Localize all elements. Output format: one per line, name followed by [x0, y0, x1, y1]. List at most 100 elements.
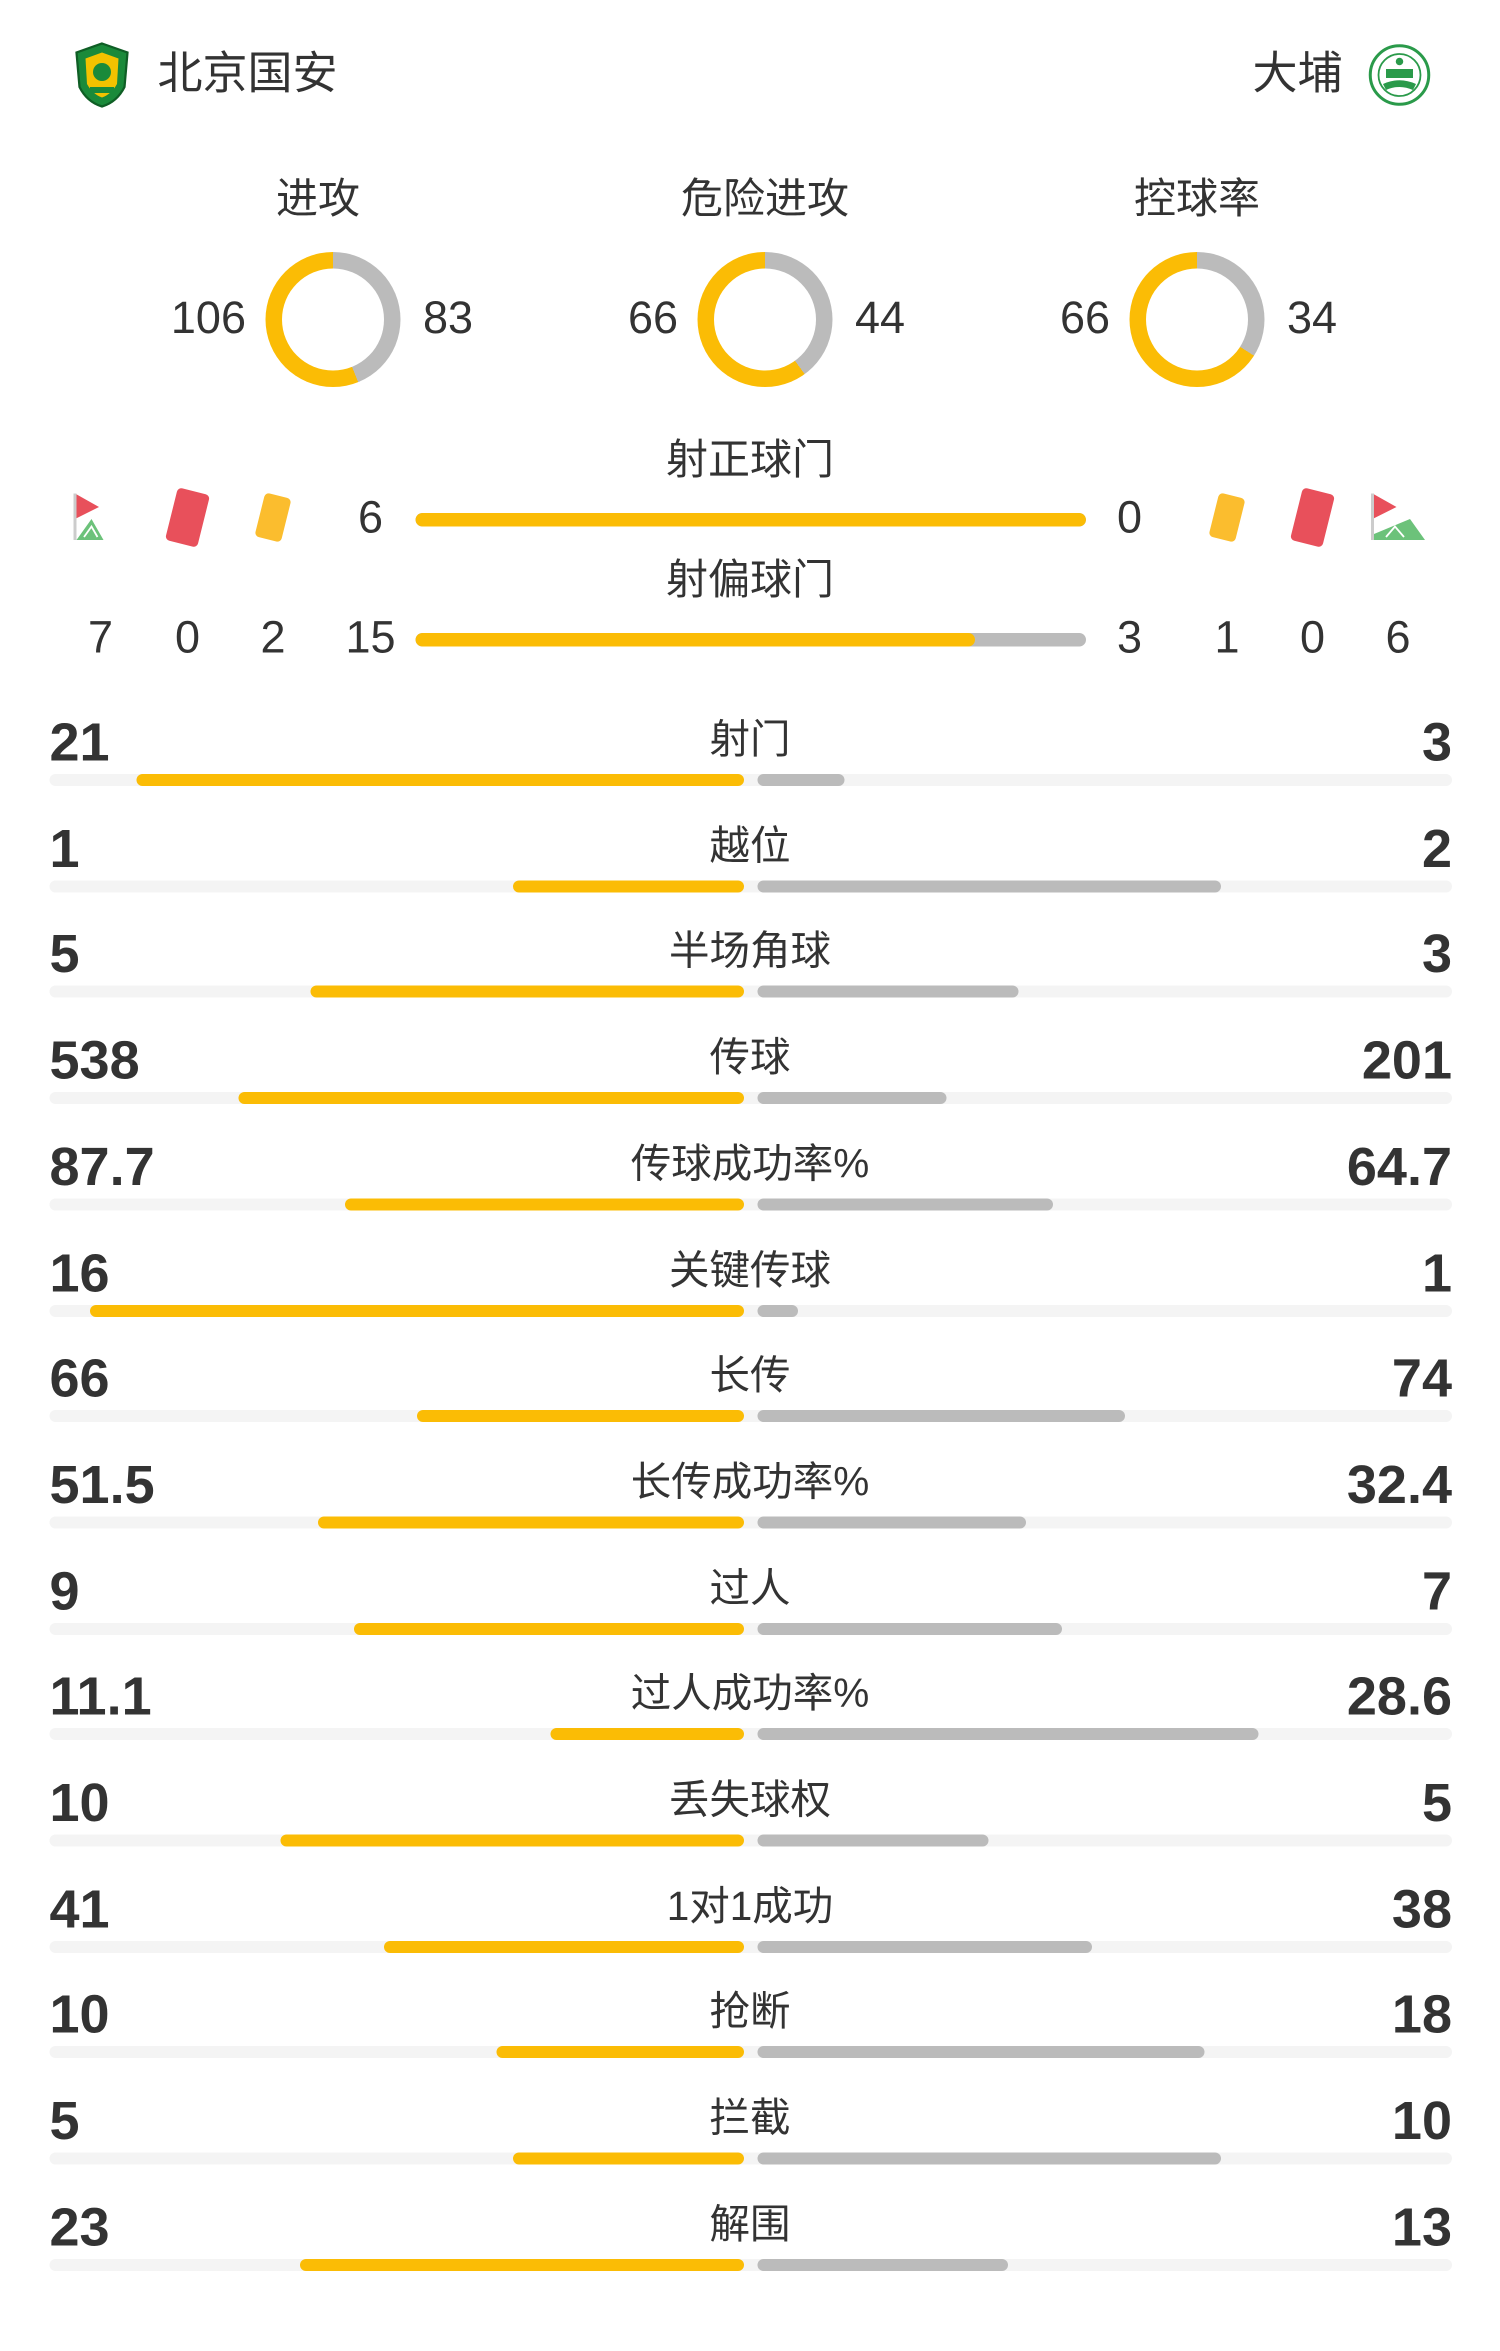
stat-bar-track	[49, 1834, 1452, 1847]
stat-away-bar	[757, 986, 1018, 999]
stat-home-value: 1	[49, 817, 80, 879]
stat-label: 传球成功率%	[630, 1141, 870, 1187]
stat-row: 51.5 长传成功率% 32.4	[0, 1453, 1500, 1590]
yellow-card-icon	[1197, 486, 1257, 546]
stat-row: 23 解围 13	[0, 2196, 1500, 2332]
stat-away-bar	[757, 880, 1221, 893]
stat-away-bar	[757, 1728, 1258, 1741]
donut-away-value: 83	[423, 294, 474, 344]
red-card-icon	[158, 486, 218, 547]
donut-chart	[1129, 252, 1265, 387]
stat-away-value: 64.7	[1346, 1135, 1452, 1197]
stat-home-value: 51.5	[49, 1453, 155, 1515]
away-team-logo	[1368, 44, 1431, 107]
stat-home-bar	[495, 2046, 744, 2059]
stat-home-bar	[383, 1940, 744, 1953]
stat-bar-track	[49, 1940, 1452, 1953]
stat-bar-track	[49, 1198, 1452, 1211]
stat-row: 87.7 传球成功率% 64.7	[0, 1135, 1500, 1272]
stat-away-bar	[757, 1940, 1092, 1953]
donut-home-value: 106	[170, 294, 246, 344]
stat-home-bar	[344, 1198, 744, 1211]
stat-row: 21 射门 3	[0, 711, 1500, 848]
stat-away-value: 3	[1421, 711, 1452, 773]
home-team-name: 北京国安	[157, 49, 338, 100]
stat-home-bar	[353, 1622, 744, 1635]
stat-row: 41 1对1成功 38	[0, 1878, 1500, 2014]
shots-on-target-away: 0	[1116, 493, 1143, 544]
stat-home-value: 538	[49, 1029, 140, 1091]
shots-off-target-away: 3	[1116, 613, 1143, 664]
stat-away-bar	[757, 1092, 947, 1105]
stat-home-value: 66	[49, 1347, 110, 1409]
stat-home-value: 87.7	[49, 1135, 155, 1197]
stat-away-value: 5	[1421, 1771, 1452, 1834]
stat-away-value: 28.6	[1346, 1665, 1452, 1727]
stat-label: 越位	[709, 823, 791, 869]
home-team-logo	[72, 42, 132, 108]
stat-away-bar	[757, 1516, 1026, 1529]
stat-away-value: 1	[1421, 1241, 1452, 1303]
away-yellow-cards-count: 1	[1214, 613, 1240, 664]
stat-row: 5 半场角球 3	[0, 923, 1500, 1060]
stat-home-bar	[416, 1410, 744, 1423]
stat-home-value: 41	[49, 1877, 110, 1940]
stat-bar-track	[49, 880, 1452, 893]
shots-on-target-bar	[415, 513, 1086, 527]
stat-label: 关键传球	[669, 1247, 831, 1293]
stat-label: 拦截	[709, 2095, 791, 2141]
home-corners-count: 7	[87, 613, 114, 664]
stat-label: 半场角球	[669, 929, 831, 975]
stat-away-bar	[757, 1834, 989, 1847]
stat-label: 抢断	[709, 1989, 791, 2035]
stat-home-value: 10	[49, 1983, 110, 2046]
stat-home-bar	[136, 774, 744, 786]
stat-row: 5 拦截 10	[0, 2090, 1500, 2226]
donut-away-value: 34	[1287, 294, 1338, 344]
stat-home-value: 9	[49, 1559, 80, 1621]
stat-bar-track	[49, 986, 1452, 999]
stat-label: 长传成功率%	[630, 1459, 870, 1505]
stat-row: 9 过人 7	[0, 1559, 1500, 1696]
donut-home-value: 66	[627, 294, 678, 344]
stat-row: 1 越位 2	[0, 817, 1500, 954]
shots-off-target-bar	[415, 633, 1086, 647]
home-yellow-cards-count: 2	[260, 613, 286, 664]
shots-on-target-home-fill	[415, 513, 1086, 527]
stat-home-bar	[317, 1516, 744, 1529]
stat-away-bar	[757, 774, 845, 786]
stat-bar-track	[49, 2152, 1452, 2165]
stat-away-bar	[757, 2258, 1009, 2271]
stat-label: 过人成功率%	[630, 1671, 870, 1717]
donut-title: 危险进攻	[680, 175, 849, 223]
corner-flag-icon	[71, 489, 131, 549]
stat-bar-track	[49, 1410, 1452, 1423]
stat-bar-track	[49, 2046, 1452, 2059]
stat-label: 解围	[709, 2201, 791, 2247]
away-corners-count: 6	[1385, 613, 1411, 664]
stat-home-bar	[238, 1092, 744, 1105]
donut-title: 进攻	[275, 175, 360, 223]
stat-label: 射门	[709, 717, 791, 762]
stat-home-value: 21	[49, 711, 110, 773]
stat-home-value: 10	[49, 1771, 110, 1834]
stat-away-bar	[757, 1622, 1062, 1635]
stat-row: 11.1 过人成功率% 28.6	[0, 1665, 1500, 1802]
stat-home-value: 5	[49, 2089, 80, 2152]
stat-away-bar	[757, 1304, 799, 1317]
donut-chart	[697, 252, 833, 387]
donut-chart	[265, 252, 401, 387]
away-team-name: 大埔	[1252, 49, 1343, 100]
stat-away-value: 32.4	[1346, 1453, 1452, 1515]
stat-home-bar	[300, 2258, 744, 2271]
shots-off-target-home: 15	[345, 613, 396, 664]
stat-label: 过人	[709, 1565, 791, 1611]
stat-away-bar	[757, 2152, 1221, 2165]
stat-bar-track	[49, 1622, 1452, 1635]
stat-label: 1对1成功	[666, 1883, 834, 1929]
stat-label: 传球	[709, 1035, 791, 1081]
stat-row: 16 关键传球 1	[0, 1241, 1500, 1378]
stat-away-value: 10	[1391, 2089, 1452, 2152]
shots-on-target-label: 射正球门	[665, 436, 834, 484]
stat-row: 10 抢断 18	[0, 1984, 1500, 2120]
